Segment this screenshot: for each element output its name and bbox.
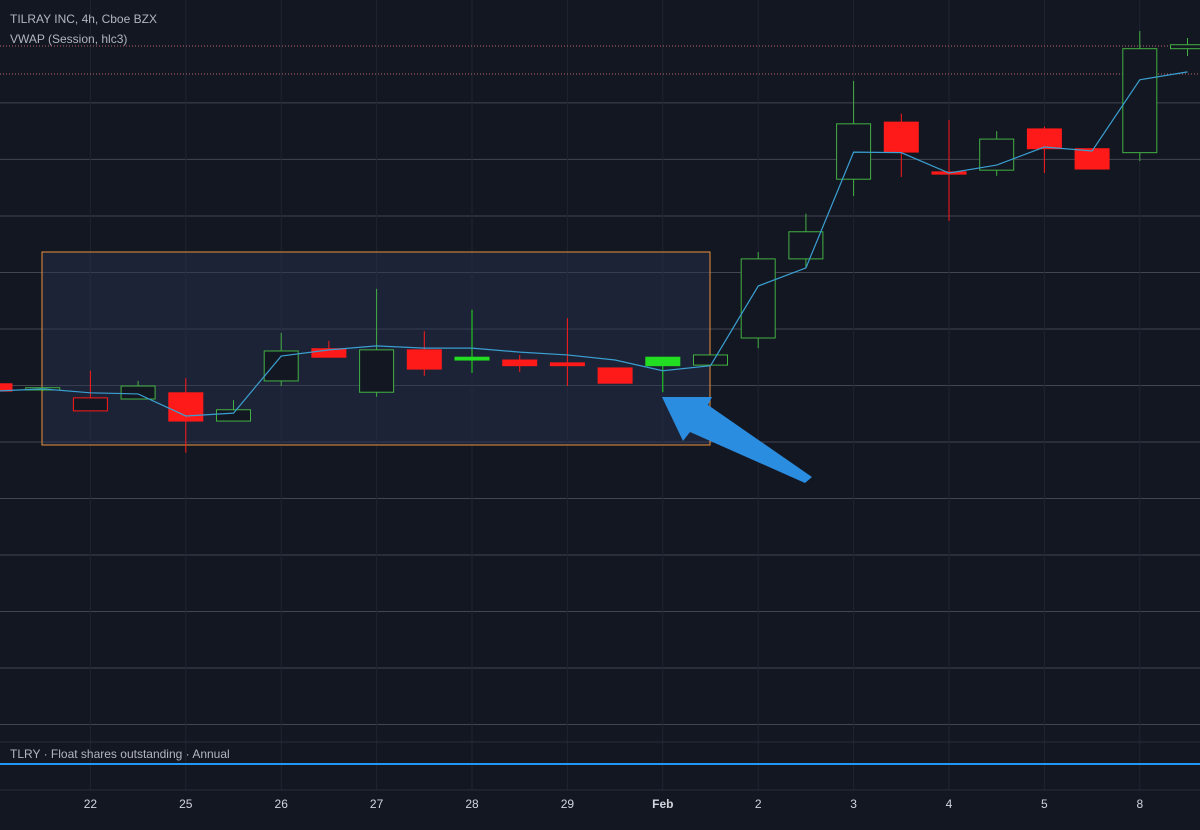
- x-tick-label: 26: [275, 797, 289, 811]
- x-tick-label: Feb: [652, 797, 673, 811]
- candle-body: [883, 121, 919, 153]
- x-tick-label: 25: [179, 797, 193, 811]
- candle-body: [72, 397, 108, 412]
- candle-body: [216, 409, 251, 422]
- candle-body: [597, 367, 633, 384]
- candle-body: [549, 362, 585, 367]
- chart-title: TILRAY INC, 4h, Cboe BZX: [10, 12, 157, 26]
- x-tick-label: 5: [1041, 797, 1048, 811]
- x-tick-label: 4: [946, 797, 953, 811]
- range-box: [41, 251, 711, 446]
- candle-body: [693, 354, 728, 366]
- candle-body: [502, 359, 538, 367]
- x-tick-label: 2: [755, 797, 762, 811]
- candle-body: [168, 392, 204, 422]
- candle-body: [120, 385, 156, 400]
- candle-body: [645, 356, 681, 367]
- candle-body: [1074, 148, 1110, 170]
- arrow: [662, 397, 812, 483]
- x-tick-label: 8: [1136, 797, 1143, 811]
- candle-body: [1170, 44, 1200, 50]
- x-axis: 22 25 26 27 28 29 Feb 2 3 4 5 8: [84, 797, 1144, 811]
- indicator-name: VWAP (Session, hlc3): [10, 32, 127, 46]
- time-axis: [0, 790, 1200, 830]
- indicator-label: TLRY · Float shares outstanding · Annual: [10, 747, 230, 761]
- x-tick-label: 28: [465, 797, 479, 811]
- candles: [0, 31, 1200, 453]
- candle-body: [311, 348, 347, 358]
- vwap-line: [0, 71, 1188, 417]
- x-tick-label: 22: [84, 797, 98, 811]
- candle-body: [359, 349, 395, 393]
- x-tick-label: 27: [370, 797, 384, 811]
- candle-body: [740, 258, 776, 339]
- candle-body: [1122, 48, 1158, 154]
- candle-body: [788, 231, 824, 260]
- x-tick-label: 3: [850, 797, 857, 811]
- candle-body: [0, 383, 13, 392]
- candle-body: [406, 349, 442, 370]
- x-tick-label: 29: [561, 797, 575, 811]
- candle-body: [454, 356, 490, 361]
- candle-body: [1026, 128, 1062, 150]
